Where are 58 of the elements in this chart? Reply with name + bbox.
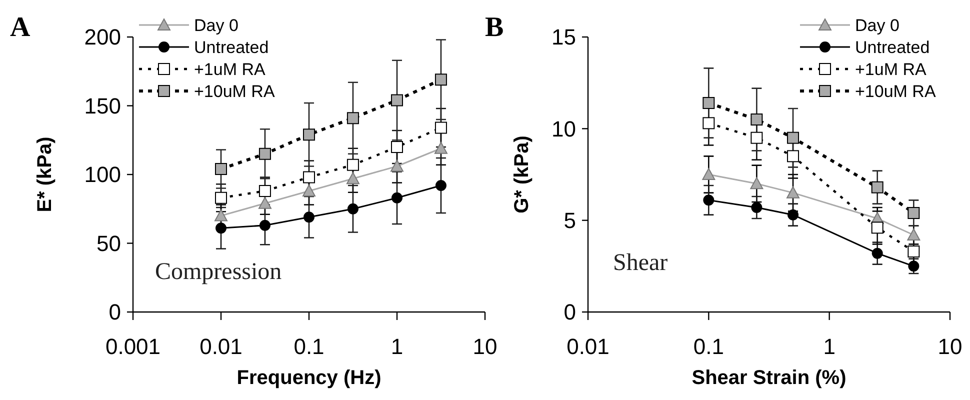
legend-label: +10uM RA	[855, 82, 936, 101]
x-axis-title: Frequency (Hz)	[236, 367, 382, 389]
point	[214, 209, 228, 222]
y-tick-label: 50	[96, 230, 121, 256]
point	[258, 196, 272, 209]
point	[347, 203, 358, 214]
point	[302, 184, 316, 196]
y-tick-label: 10	[552, 116, 576, 142]
point	[391, 94, 403, 106]
y-tick-label: 150	[84, 93, 121, 118]
point	[346, 158, 359, 171]
y-tick-label: 5	[564, 208, 576, 234]
chart-title: A	[10, 12, 31, 43]
y-axis-title: E* (kPa)	[34, 136, 56, 212]
x-tick-label: 0.001	[105, 334, 161, 359]
point	[303, 171, 315, 184]
x-tick-label: 1	[390, 334, 404, 359]
point	[346, 172, 360, 184]
point	[258, 148, 271, 160]
legend-label: +10uM RA	[194, 82, 276, 101]
legend-label: Untreated	[855, 38, 930, 57]
point	[434, 74, 447, 86]
annotation: Compression	[155, 259, 282, 285]
legend-label: Day 0	[855, 16, 900, 35]
point	[434, 142, 448, 154]
point	[391, 141, 403, 153]
y-tick-label: 15	[552, 24, 576, 50]
point	[216, 222, 226, 234]
legend-label: +1uM RA	[855, 60, 927, 79]
legend-label: +1uM RA	[194, 60, 266, 79]
point	[434, 122, 447, 134]
chart-title: B	[485, 12, 504, 43]
legend-label: Day 0	[194, 16, 238, 35]
point	[392, 192, 402, 204]
point	[303, 128, 315, 141]
x-tick-label: 1	[823, 334, 836, 359]
x-tick-label: 0.1	[294, 334, 324, 359]
y-tick-label: 100	[84, 162, 121, 188]
x-tick-label: 0.1	[693, 334, 724, 359]
x-tick-label: 0.01	[200, 334, 242, 359]
x-tick-label: 10	[472, 334, 498, 359]
y-tick-label: 200	[84, 24, 121, 50]
point	[215, 163, 227, 175]
point	[435, 180, 446, 191]
point	[304, 212, 314, 223]
x-axis-title: Shear Strain (%)	[692, 367, 846, 389]
point	[215, 192, 227, 204]
y-tick-label: 0	[564, 300, 576, 325]
annotation: Shear	[613, 250, 668, 276]
point	[390, 160, 404, 172]
point	[259, 220, 270, 231]
y-tick-label: 0	[108, 300, 121, 325]
x-tick-label: 10	[938, 334, 962, 359]
point	[258, 185, 271, 197]
legend-label: Untreated	[194, 38, 269, 57]
y-axis-title: G* (kPa)	[511, 136, 533, 214]
x-tick-label: 0.01	[566, 334, 610, 359]
point	[346, 112, 359, 124]
